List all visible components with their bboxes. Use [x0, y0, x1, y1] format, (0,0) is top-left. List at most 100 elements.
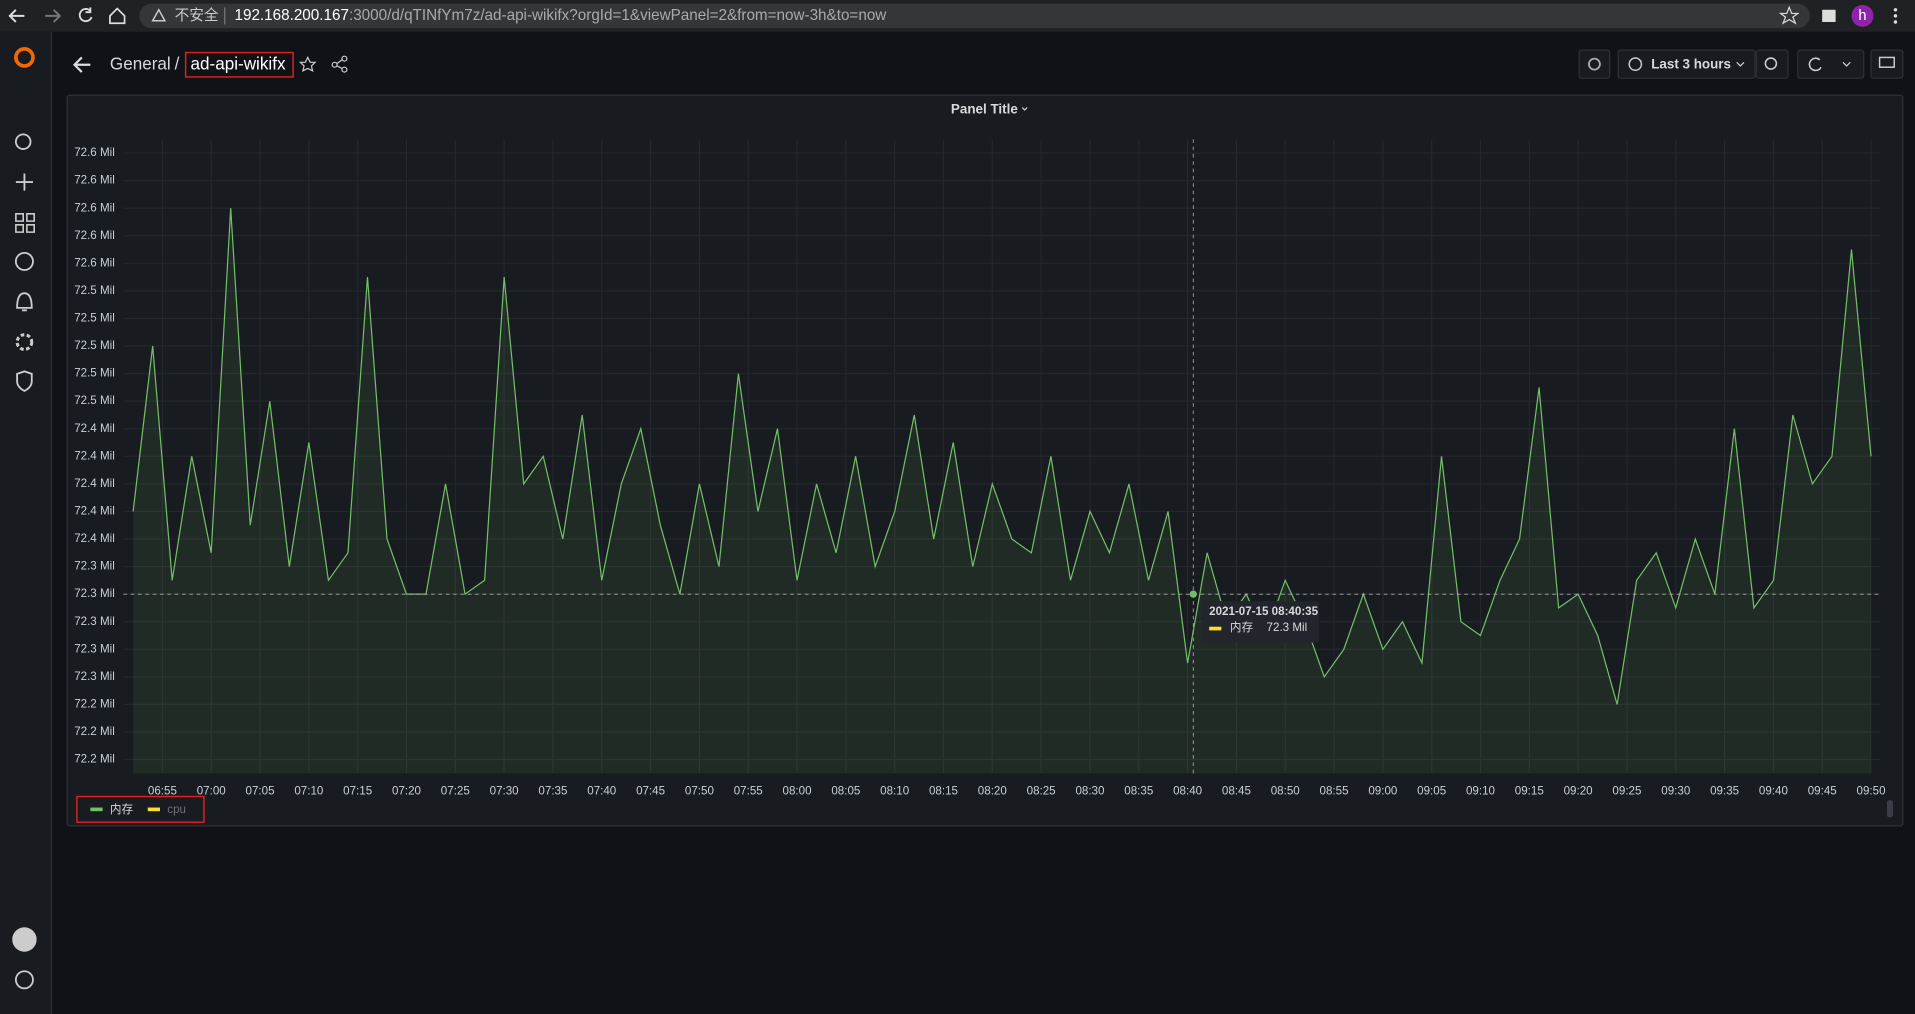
- x-tick-label: 07:20: [392, 785, 421, 798]
- y-tick-label: 72.6 Mil: [74, 229, 115, 242]
- extensions-icon[interactable]: [1822, 9, 1836, 22]
- back-button[interactable]: [8, 9, 25, 23]
- panel-title[interactable]: Panel Title: [951, 101, 1018, 116]
- panel: [66, 94, 1904, 827]
- y-tick-label: 72.3 Mil: [74, 615, 115, 628]
- breadcrumb-dashboard[interactable]: ad-api-wikifx: [191, 54, 286, 73]
- x-tick-label: 08:50: [1271, 785, 1300, 798]
- y-tick-label: 72.3 Mil: [74, 560, 115, 573]
- y-tick-label: 72.2 Mil: [74, 697, 115, 710]
- profile-initial: h: [1858, 8, 1866, 24]
- plot-area: 72.2 Mil 72.2 Mil 72.2 Mil 72.3 Mil 72.3 Mil…: [74, 139, 1886, 798]
- x-tick-label: 07:35: [538, 785, 567, 798]
- y-tick-label: 72.4 Mil: [74, 477, 115, 490]
- security-label: 不安全: [175, 6, 219, 24]
- bookmark-star[interactable]: [1778, 5, 1800, 25]
- tooltip-box: [1201, 601, 1320, 643]
- tooltip-time: 2021-07-15 08:40:35: [1209, 605, 1318, 618]
- series-line: [132, 208, 1872, 705]
- explore-icon[interactable]: [14, 251, 34, 271]
- tooltip-value: 72.3 Mil: [1267, 621, 1308, 634]
- settings-button[interactable]: [1578, 49, 1611, 79]
- x-tick-label: 09:15: [1515, 785, 1544, 798]
- x-tick-label: 08:35: [1124, 785, 1153, 798]
- back-to-dashboard[interactable]: [72, 56, 91, 73]
- area-fill: [133, 208, 1872, 774]
- x-tick-label: 09:30: [1661, 785, 1690, 798]
- address-bar[interactable]: [139, 3, 1810, 29]
- x-tick-label: 07:25: [441, 785, 470, 798]
- reload-button[interactable]: [78, 7, 93, 23]
- y-tick-label: 72.3 Mil: [74, 642, 115, 655]
- x-tick-label: 08:30: [1075, 785, 1104, 798]
- create-icon[interactable]: [15, 173, 33, 191]
- x-tick-label: 08:10: [880, 785, 909, 798]
- y-tick-label: 72.3 Mil: [74, 670, 115, 683]
- tooltip-swatch: [1209, 626, 1222, 631]
- help-icon[interactable]: [14, 970, 34, 990]
- time-picker[interactable]: [1617, 49, 1756, 79]
- legend: 内存 cpu: [90, 802, 186, 816]
- tv-mode-button[interactable]: [1870, 49, 1904, 79]
- tooltip-series: 内存: [1230, 620, 1254, 634]
- x-tick-label: 09:25: [1612, 785, 1641, 798]
- x-tick-label: 09:35: [1710, 785, 1739, 798]
- x-tick-label: 07:10: [294, 785, 323, 798]
- x-tick-label: 08:40: [1173, 785, 1202, 798]
- admin-icon[interactable]: [16, 370, 33, 392]
- x-tick-label: 06:55: [148, 785, 177, 798]
- x-tick-label: 07:50: [685, 785, 714, 798]
- x-tick-label: 08:20: [978, 785, 1007, 798]
- legend-swatch[interactable]: [90, 807, 103, 812]
- x-tick-label: 08:15: [929, 785, 958, 798]
- x-tick-label: 08:00: [783, 785, 812, 798]
- config-icon[interactable]: [15, 333, 34, 351]
- breadcrumb-separator: /: [175, 54, 180, 73]
- forward-button[interactable]: [45, 9, 62, 23]
- legend-swatch[interactable]: [147, 807, 160, 812]
- x-tick-label: 08:05: [831, 785, 860, 798]
- user-avatar[interactable]: [12, 927, 37, 952]
- alerting-icon[interactable]: [16, 292, 33, 312]
- url: 192.168.200.167:3000/d/qTINfYm7z/ad-api-…: [234, 7, 887, 24]
- hover-point: [1189, 590, 1197, 598]
- legend-label[interactable]: 内存: [110, 802, 134, 816]
- y-tick-label: 72.6 Mil: [74, 146, 115, 159]
- profile-avatar[interactable]: [1851, 4, 1874, 27]
- x-tick-label: 09:10: [1466, 785, 1495, 798]
- y-tick-label: 72.4 Mil: [74, 422, 115, 435]
- zoom-out-button[interactable]: [1755, 49, 1789, 79]
- breadcrumb-folder[interactable]: General: [110, 54, 171, 73]
- refresh-button[interactable]: [1797, 49, 1865, 79]
- y-tick-label: 72.6 Mil: [74, 174, 115, 187]
- y-tick-label: 72.5 Mil: [74, 339, 115, 352]
- star-button[interactable]: [298, 56, 317, 72]
- url-path: :3000/d/qTINfYm7z/ad-api-wikifx?orgId=1&…: [349, 7, 887, 24]
- x-tick-label: 07:30: [490, 785, 519, 798]
- x-tick-label: 07:45: [636, 785, 665, 798]
- scrollbar: [1886, 800, 1894, 818]
- x-tick-label: 07:15: [343, 785, 372, 798]
- y-tick-label: 72.5 Mil: [74, 312, 115, 325]
- x-tick-label: 09:00: [1368, 785, 1397, 798]
- y-tick-label: 72.5 Mil: [74, 367, 115, 380]
- dashboards-icon[interactable]: [15, 213, 35, 233]
- y-tick-label: 72.3 Mil: [74, 587, 115, 600]
- url-host: 192.168.200.167: [234, 7, 348, 24]
- home-button[interactable]: [109, 7, 126, 25]
- x-tick-label: 08:55: [1320, 785, 1349, 798]
- highlight-box: [76, 795, 205, 823]
- menu-dots[interactable]: [1893, 20, 1898, 24]
- x-tick-label: 08:45: [1222, 785, 1251, 798]
- legend-label[interactable]: cpu: [167, 803, 186, 816]
- x-tick-label: 09:05: [1417, 785, 1446, 798]
- search-icon[interactable]: [14, 133, 32, 150]
- x-tick-label: 07:40: [587, 785, 616, 798]
- share-button[interactable]: [331, 55, 348, 73]
- x-tick-label: 09:45: [1808, 785, 1837, 798]
- grafana-logo[interactable]: [14, 47, 35, 68]
- sidebar: [0, 31, 52, 1014]
- highlight-box: [184, 51, 294, 78]
- x-tick-label: 07:05: [246, 785, 275, 798]
